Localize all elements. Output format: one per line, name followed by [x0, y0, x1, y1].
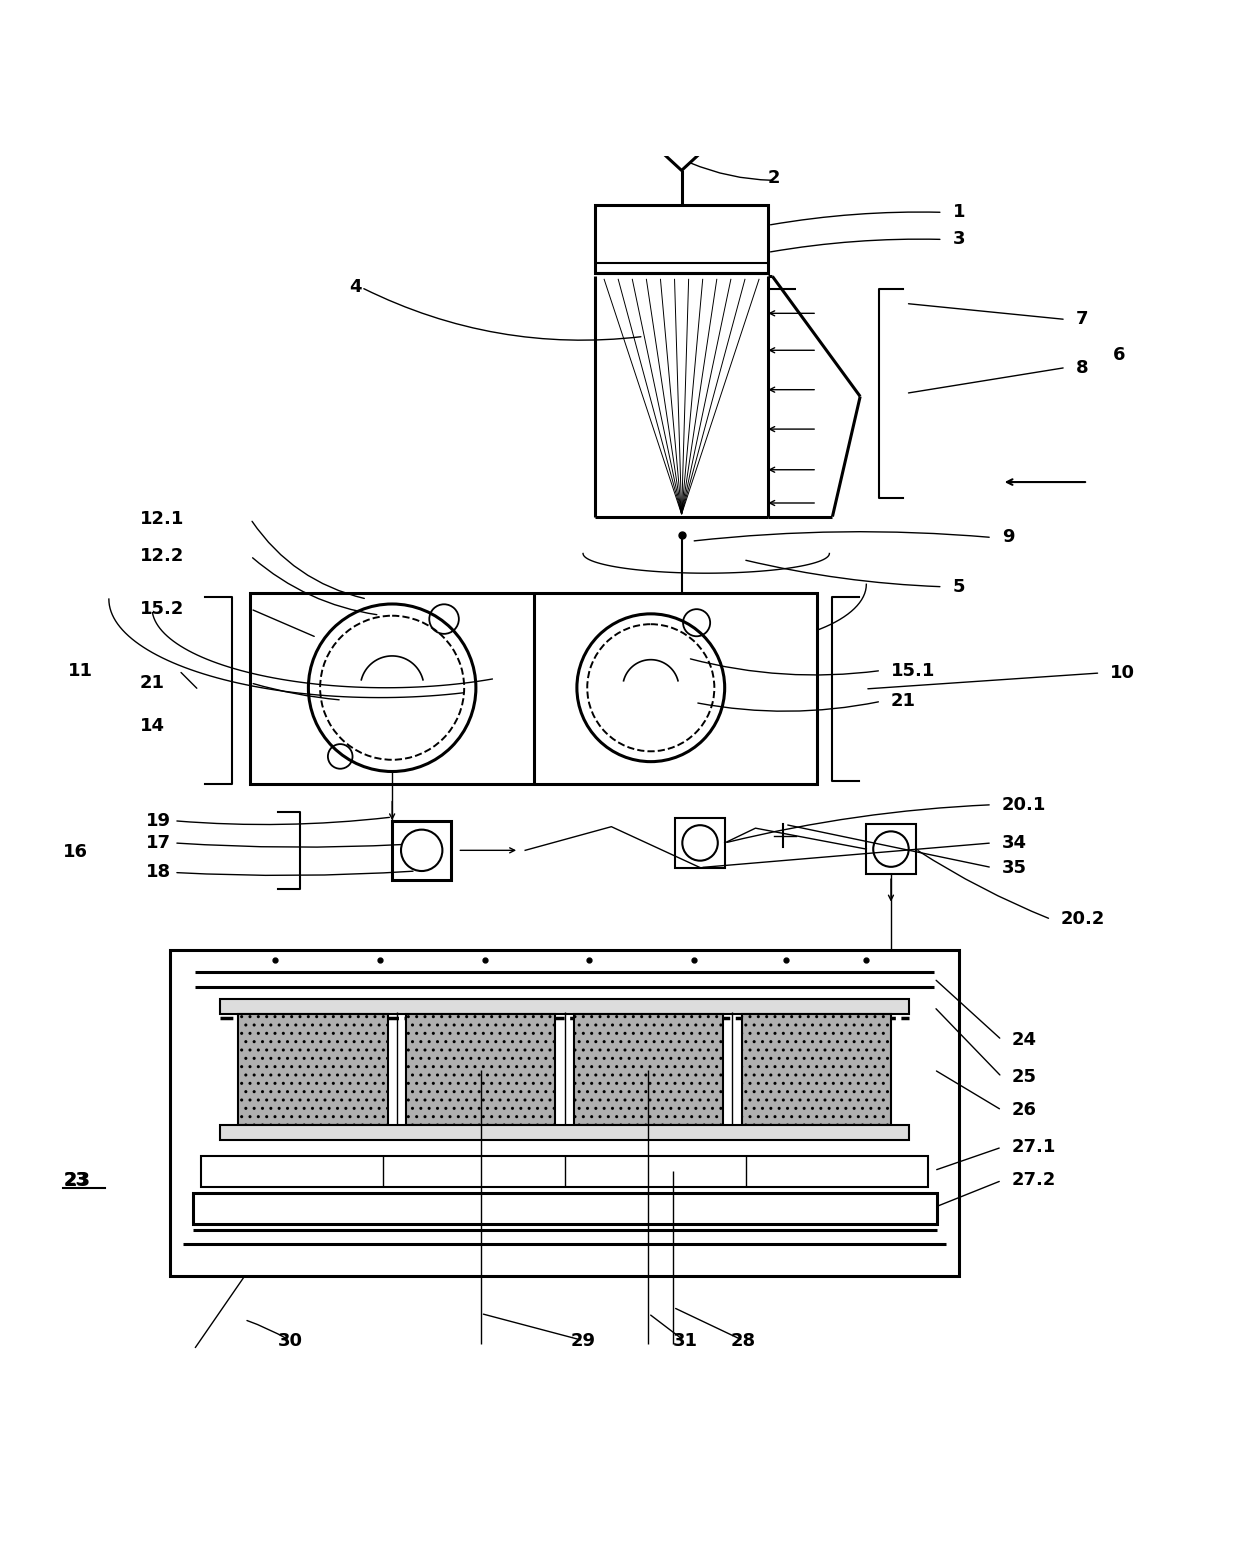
Text: 25: 25 — [1012, 1068, 1037, 1086]
Bar — [219, 1000, 909, 1014]
Text: 12.1: 12.1 — [140, 511, 184, 528]
Text: 35: 35 — [1002, 858, 1027, 876]
Text: 15.2: 15.2 — [140, 600, 184, 617]
Text: 12.2: 12.2 — [140, 546, 184, 565]
Text: 15.1: 15.1 — [892, 662, 935, 679]
Bar — [170, 950, 959, 1276]
Bar — [867, 824, 915, 873]
Text: 17: 17 — [146, 833, 171, 852]
Text: 8: 8 — [1076, 358, 1089, 376]
Bar — [201, 1156, 928, 1187]
Text: 9: 9 — [1002, 529, 1014, 546]
Bar — [574, 1014, 723, 1125]
Bar — [676, 818, 724, 867]
Text: 26: 26 — [1012, 1102, 1037, 1119]
Text: 21: 21 — [892, 693, 916, 710]
Text: 23: 23 — [63, 1171, 88, 1190]
Text: 11: 11 — [68, 662, 93, 679]
Bar — [250, 593, 817, 784]
Bar — [595, 205, 768, 273]
Text: 18: 18 — [146, 864, 171, 881]
Text: 20.1: 20.1 — [1002, 796, 1047, 813]
Bar — [405, 1014, 556, 1125]
Text: 10: 10 — [1110, 663, 1135, 682]
Bar — [238, 1014, 388, 1125]
Text: 4: 4 — [348, 278, 362, 296]
Text: 19: 19 — [146, 812, 171, 830]
Text: 21: 21 — [140, 674, 165, 691]
Text: 7: 7 — [1076, 310, 1089, 329]
Text: 2: 2 — [768, 168, 780, 187]
Text: 5: 5 — [952, 577, 965, 596]
Text: 30: 30 — [278, 1332, 303, 1350]
Text: 6: 6 — [1112, 346, 1125, 364]
Text: 31: 31 — [673, 1332, 698, 1350]
Text: 20.2: 20.2 — [1061, 910, 1105, 929]
Text: 28: 28 — [730, 1332, 756, 1350]
Bar — [742, 1014, 892, 1125]
Text: 24: 24 — [1012, 1031, 1037, 1049]
Text: 27.2: 27.2 — [1012, 1171, 1056, 1190]
Bar — [192, 1193, 936, 1224]
Text: 27.1: 27.1 — [1012, 1139, 1056, 1156]
Text: 3: 3 — [952, 230, 965, 248]
Text: 1: 1 — [952, 204, 965, 221]
Text: 34: 34 — [1002, 833, 1027, 852]
Text: 29: 29 — [570, 1332, 595, 1350]
Text: 16: 16 — [63, 842, 88, 861]
Text: 23: 23 — [63, 1171, 91, 1190]
Text: 14: 14 — [140, 717, 165, 734]
Bar — [392, 821, 451, 880]
Bar — [219, 1125, 909, 1140]
